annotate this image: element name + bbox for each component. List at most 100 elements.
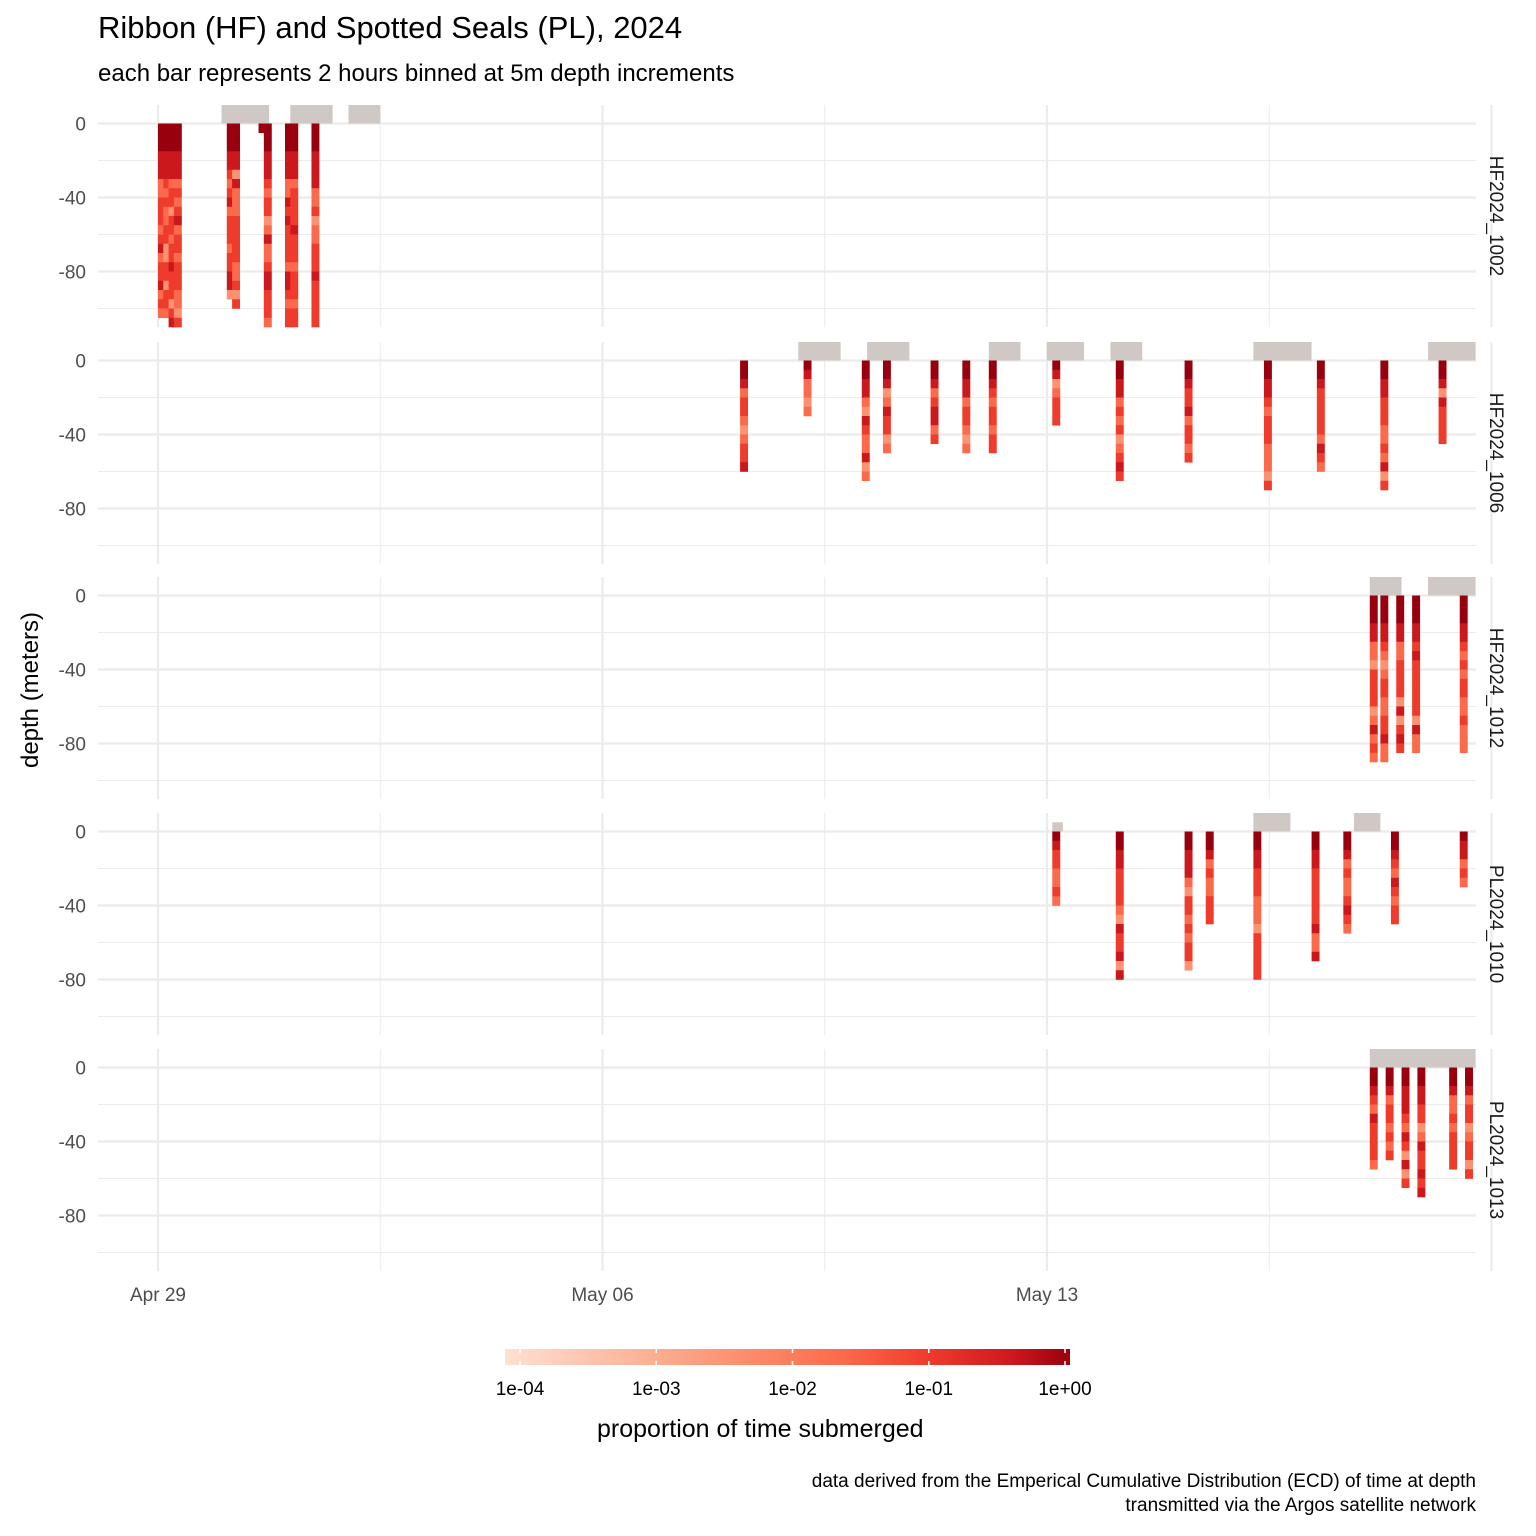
- depth-cell: [1316, 434, 1325, 445]
- depth-cell: [163, 160, 172, 171]
- depth-cell: [290, 123, 299, 134]
- depth-cell: [1253, 868, 1262, 879]
- depth-cell: [1396, 614, 1405, 624]
- depth-cell: [1369, 614, 1378, 624]
- depth-cell: [311, 132, 320, 143]
- depth-bar: [1380, 595, 1389, 763]
- depth-cell: [285, 160, 293, 171]
- depth-cell: [168, 179, 177, 189]
- depth-cell: [1449, 1113, 1458, 1124]
- depth-cell: [882, 369, 891, 380]
- depth-cell: [158, 290, 166, 300]
- depth-cell: [263, 206, 272, 217]
- depth-cell: [1184, 877, 1193, 888]
- depth-cell: [163, 234, 172, 245]
- depth-cell: [1263, 360, 1272, 371]
- depth-cell: [168, 132, 177, 143]
- depth-cell: [1380, 453, 1389, 463]
- depth-cell: [1115, 914, 1124, 925]
- depth-cell: [962, 369, 971, 380]
- y-tick-label: -80: [59, 1207, 86, 1228]
- depth-cell: [226, 160, 235, 171]
- depth-cell: [173, 262, 182, 272]
- depth-cell: [1316, 388, 1325, 398]
- depth-cell: [263, 253, 272, 263]
- depth-cell: [168, 151, 177, 161]
- depth-cell: [1396, 595, 1405, 606]
- depth-cell: [1253, 831, 1262, 842]
- facet-panel-PL2024_1013: 0 -40 -80 PL2024_1013: [59, 1049, 1506, 1271]
- depth-cell: [311, 142, 320, 152]
- depth-cell: [1253, 887, 1262, 897]
- depth-cell: [882, 443, 891, 454]
- depth-cell: [1184, 416, 1193, 426]
- depth-cell: [285, 123, 293, 134]
- depth-cell: [1385, 1123, 1394, 1133]
- depth-cell: [290, 317, 299, 328]
- depth-cell: [1390, 914, 1399, 925]
- depth-cell: [861, 453, 870, 463]
- depth-bar: [1343, 831, 1352, 934]
- depth-cell: [861, 369, 870, 380]
- depth-bar: [1438, 360, 1447, 445]
- depth-cell: [1343, 831, 1352, 842]
- depth-cell: [263, 225, 272, 235]
- depth-cell: [285, 216, 293, 226]
- depth-cell: [1465, 1169, 1473, 1179]
- depth-cell: [1184, 434, 1193, 445]
- depth-bar: [803, 360, 812, 417]
- y-tick-label: -40: [59, 426, 86, 447]
- depth-cell: [1401, 1095, 1410, 1105]
- depth-cell: [1115, 434, 1124, 445]
- depth-cell: [1205, 840, 1214, 851]
- depth-bar: [1184, 360, 1193, 463]
- surface-bar: [798, 342, 841, 361]
- depth-cell: [1184, 961, 1193, 971]
- depth-cell: [311, 225, 320, 235]
- depth-cell: [285, 299, 293, 309]
- depth-cell: [1380, 406, 1389, 417]
- depth-cell: [1253, 850, 1262, 860]
- depth-cell: [1184, 933, 1193, 943]
- depth-cell: [1380, 706, 1389, 717]
- depth-cell: [1412, 641, 1421, 652]
- legend-tick-label: 1e-04: [496, 1379, 545, 1400]
- depth-cell: [962, 388, 971, 398]
- depth-cell: [263, 234, 272, 245]
- depth-cell: [740, 360, 749, 371]
- depth-bar: [311, 123, 320, 328]
- depth-cell: [1412, 604, 1421, 615]
- depth-cell: [1380, 669, 1389, 680]
- x-tick-label: May 06: [571, 1285, 633, 1306]
- depth-cell: [1459, 688, 1468, 698]
- depth-cell: [158, 206, 166, 217]
- depth-cell: [1449, 1123, 1458, 1133]
- depth-cell: [1253, 877, 1262, 888]
- depth-cell: [1052, 887, 1061, 897]
- depth-cell: [1253, 961, 1262, 971]
- x-tick-label: May 13: [1016, 1285, 1078, 1306]
- depth-cell: [158, 197, 166, 208]
- depth-cell: [1459, 660, 1468, 670]
- surface-bar: [1253, 813, 1291, 832]
- depth-cell: [1115, 379, 1124, 389]
- depth-cell: [1380, 752, 1389, 763]
- depth-cell: [1380, 697, 1389, 707]
- depth-cell: [1401, 1113, 1410, 1124]
- depth-cell: [1311, 951, 1320, 962]
- depth-cell: [232, 132, 241, 143]
- depth-cell: [740, 425, 749, 435]
- depth-cell: [803, 360, 812, 371]
- depth-cell: [1380, 623, 1389, 633]
- depth-bar: [1052, 360, 1061, 426]
- depth-cell: [1311, 859, 1320, 869]
- depth-bar: [1401, 1067, 1410, 1189]
- depth-cell: [290, 132, 299, 143]
- depth-cell: [1438, 369, 1447, 380]
- depth-cell: [173, 142, 182, 152]
- depth-cell: [1438, 379, 1447, 389]
- depth-cell: [1369, 1095, 1378, 1105]
- y-tick-label: -40: [59, 189, 86, 210]
- depth-cell: [740, 379, 749, 389]
- depth-bar: [1115, 831, 1124, 980]
